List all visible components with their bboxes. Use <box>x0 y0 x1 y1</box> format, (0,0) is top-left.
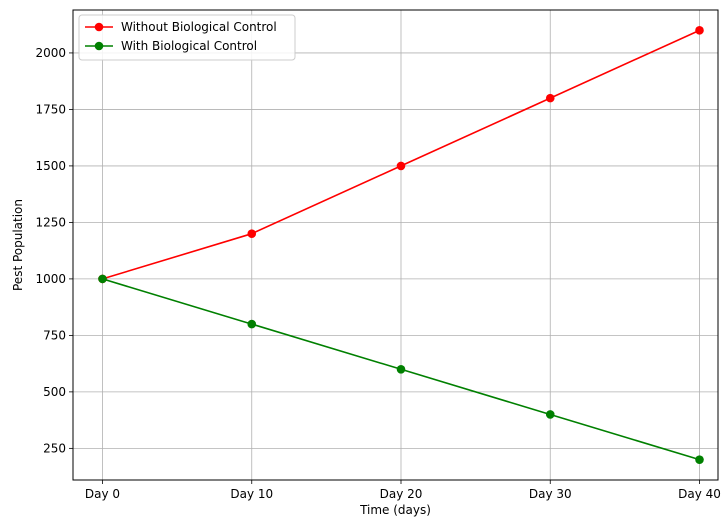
data-point <box>396 161 406 171</box>
legend-label: With Biological Control <box>121 39 257 53</box>
series-0 <box>98 26 704 284</box>
data-point <box>98 274 107 284</box>
data-point <box>396 364 406 374</box>
data-point <box>545 410 555 419</box>
y-tick-label: 1250 <box>35 215 66 229</box>
data-point <box>545 93 555 103</box>
x-tick-label: Day 10 <box>230 487 273 501</box>
data-point <box>247 229 257 239</box>
y-tick-label: 1500 <box>35 159 66 173</box>
y-tick-label: 750 <box>43 328 66 342</box>
x-axis-label: Time (days) <box>359 503 431 517</box>
y-axis: 250 500 750 1000 1250 1500 1750 2000 <box>35 46 73 455</box>
legend-box <box>78 14 296 61</box>
x-tick-label: Day 20 <box>380 487 423 501</box>
legend-label: Without Biological Control <box>121 20 277 34</box>
data-point <box>247 319 257 329</box>
y-tick-label: 500 <box>43 385 66 399</box>
y-axis-label: Pest Population <box>11 199 25 291</box>
y-tick-label: 1000 <box>35 272 66 286</box>
y-tick-label: 250 <box>43 441 66 455</box>
y-tick-label: 1750 <box>35 102 66 116</box>
x-tick-label: Day 30 <box>529 487 572 501</box>
series-layer <box>98 26 704 464</box>
plot-frame <box>72 9 719 481</box>
legend-marker <box>94 41 104 51</box>
data-point <box>695 455 704 464</box>
series-1 <box>98 274 704 464</box>
x-tick-label: Day 40 <box>678 487 721 501</box>
x-axis: Day 0 Day 10 Day 20 Day 30 Day 40 <box>85 480 721 501</box>
legend: Without Biological Control With Biologica… <box>78 14 296 61</box>
data-point <box>695 26 704 35</box>
legend-marker <box>94 22 104 32</box>
y-tick-label: 2000 <box>35 46 66 60</box>
grid-lines <box>73 10 718 480</box>
x-tick-label: Day 0 <box>85 487 120 501</box>
